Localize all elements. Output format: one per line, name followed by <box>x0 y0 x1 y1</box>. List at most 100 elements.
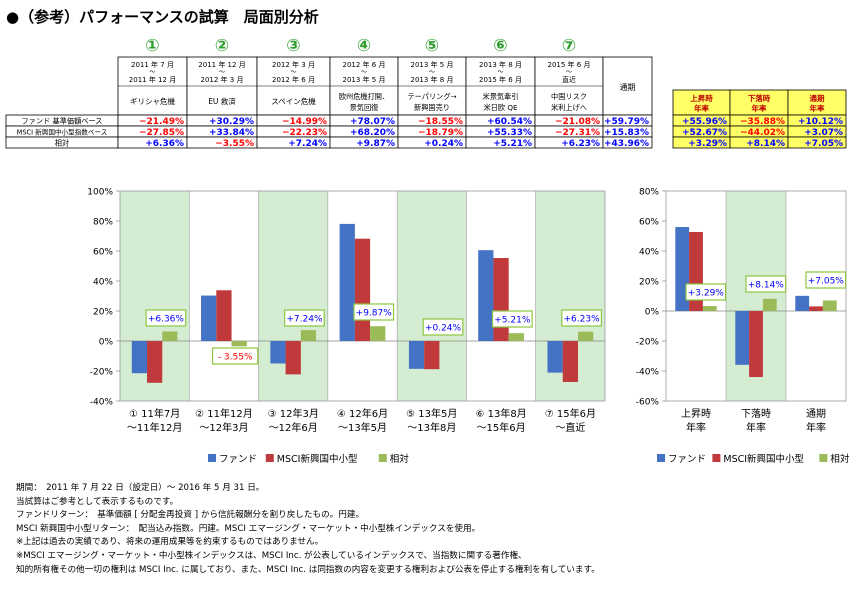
bar <box>562 341 578 382</box>
table-value: +6.23% <box>561 139 600 149</box>
data-label: +7.05% <box>808 277 845 287</box>
y-tick-label: -40% <box>90 398 114 408</box>
bar <box>300 330 317 341</box>
table-value: +60.54% <box>487 117 532 127</box>
bar <box>439 340 455 342</box>
yellow-header: 年率 <box>810 103 825 113</box>
yellow-header: 年率 <box>694 103 709 113</box>
note-line: ※MSCI エマージング・マーケット・中小型株インデックスは、MSCI Inc.… <box>16 550 527 561</box>
legend-label: MSCI新興国中小型 <box>723 453 804 465</box>
bar <box>370 326 386 341</box>
x-tick-label: ⑤ 13年5月 <box>406 407 457 420</box>
legend-label: MSCI新興国中小型 <box>277 453 358 465</box>
bar <box>162 331 178 341</box>
phase-number: ③ <box>286 36 300 56</box>
y-tick-label: 100% <box>87 188 113 198</box>
data-label-box <box>561 309 602 327</box>
y-tick-label: 60% <box>639 218 659 228</box>
bar <box>508 333 524 341</box>
note-line: ファンドリターン： 基準価額 [ 分配金再投資 ] から信託報酬分を割り戻したも… <box>16 510 365 521</box>
table-value: −14.99% <box>282 117 327 127</box>
bar <box>735 311 750 365</box>
table-value: +0.24% <box>424 139 463 149</box>
bar <box>795 295 810 311</box>
x-tick-label: ③ 12年3月 <box>268 407 319 420</box>
bar <box>547 341 563 373</box>
legend-label: 相対 <box>830 453 850 465</box>
table-value: +15.83% <box>604 128 649 138</box>
yellow-header: 上昇時 <box>690 93 713 103</box>
phase-period-start: 2011 年 12 月 <box>198 60 245 69</box>
bar <box>285 341 301 375</box>
legend-swatch <box>819 454 828 462</box>
data-label: +7.24% <box>286 315 323 325</box>
phase-name: 景気回復 <box>350 103 379 112</box>
data-label-box <box>145 309 187 327</box>
phase-period-sep: ～ <box>497 69 503 76</box>
y-tick-label: 80% <box>639 188 659 198</box>
row-label: MSCI 新興国中小型指数ベース <box>17 128 108 137</box>
x-tick-label: ～13年8月 <box>407 421 456 434</box>
yellow-header-cell <box>787 89 847 116</box>
phase-period-end: 2012 年 6 月 <box>272 75 315 84</box>
bar <box>762 298 777 311</box>
phase-period-sep: ～ <box>219 69 225 76</box>
table-value: −27.85% <box>139 128 184 138</box>
x-tick-label: ⑦ 15年6月 <box>545 407 596 420</box>
phase-name: スペイン危機 <box>271 96 316 106</box>
x-tick-label: 上昇時 <box>681 408 711 420</box>
data-label-box <box>745 275 787 293</box>
phase-period-sep: ～ <box>429 69 435 76</box>
table-value: +9.87% <box>356 139 395 149</box>
table-value: −21.08% <box>555 117 600 127</box>
phase-name: テーパリング→ <box>407 92 456 101</box>
table-value: +7.24% <box>288 139 327 149</box>
y-tick-label: 80% <box>93 218 113 228</box>
x-tick-label: ～直近 <box>555 421 585 434</box>
table-value: −21.49% <box>139 117 184 127</box>
legend-swatch <box>265 454 274 462</box>
bar <box>147 341 163 383</box>
note-line: ※上記は過去の実績であり、将来の運用成果等を約束するものではありません。 <box>16 537 324 548</box>
yellow-value: +8.14% <box>746 139 785 149</box>
phase-period-sep: ～ <box>149 69 155 76</box>
y-tick-label: -20% <box>636 338 660 348</box>
y-tick-label: 20% <box>639 278 659 288</box>
legend-label: ファンド <box>668 454 706 465</box>
phase-period-sep: ～ <box>290 69 296 76</box>
bar <box>809 306 823 311</box>
data-label-box <box>353 303 395 321</box>
data-label-box <box>805 271 847 289</box>
bar <box>216 290 232 341</box>
data-label-box <box>284 309 325 327</box>
total-header: 通期 <box>620 82 636 92</box>
phase-name: 米景気牽引 <box>483 92 519 101</box>
x-tick-label: ② 11年12月 <box>195 407 253 420</box>
phase-number: ② <box>215 36 229 56</box>
yellow-cell <box>787 136 847 149</box>
table-value: +30.29% <box>209 117 254 127</box>
phase-period-start: 2012 年 3 月 <box>272 60 315 69</box>
bar <box>339 223 355 341</box>
x-tick-label: ～12年6月 <box>269 421 318 434</box>
x-tick-label: ① 11年7月 <box>129 407 180 420</box>
x-tick-label: ～12年3月 <box>199 421 248 434</box>
table-value: +55.33% <box>487 128 532 138</box>
table-value: +5.21% <box>493 139 532 149</box>
data-label: +8.14% <box>748 281 785 291</box>
legend-swatch <box>208 454 216 462</box>
phase-period-start: 2015 年 6 月 <box>548 60 591 69</box>
phase-period-sep: ～ <box>361 69 367 76</box>
data-label-box <box>491 310 533 328</box>
footnotes: 期間： 2011 年 7 月 22 日（設定日）～ 2016 年 5 月 31 … <box>16 482 600 577</box>
table-value: +68.20% <box>350 128 395 138</box>
phase-period-end: 直近 <box>562 75 576 84</box>
legend-label: 相対 <box>390 453 410 465</box>
bar <box>231 341 247 347</box>
bar <box>424 341 440 370</box>
yellow-value: +10.12% <box>798 117 843 127</box>
y-tick-label: 0% <box>645 308 660 318</box>
table-value: −18.79% <box>418 128 463 138</box>
phase-number: ⑦ <box>562 36 576 56</box>
phase-name: EU 救済 <box>208 96 236 106</box>
